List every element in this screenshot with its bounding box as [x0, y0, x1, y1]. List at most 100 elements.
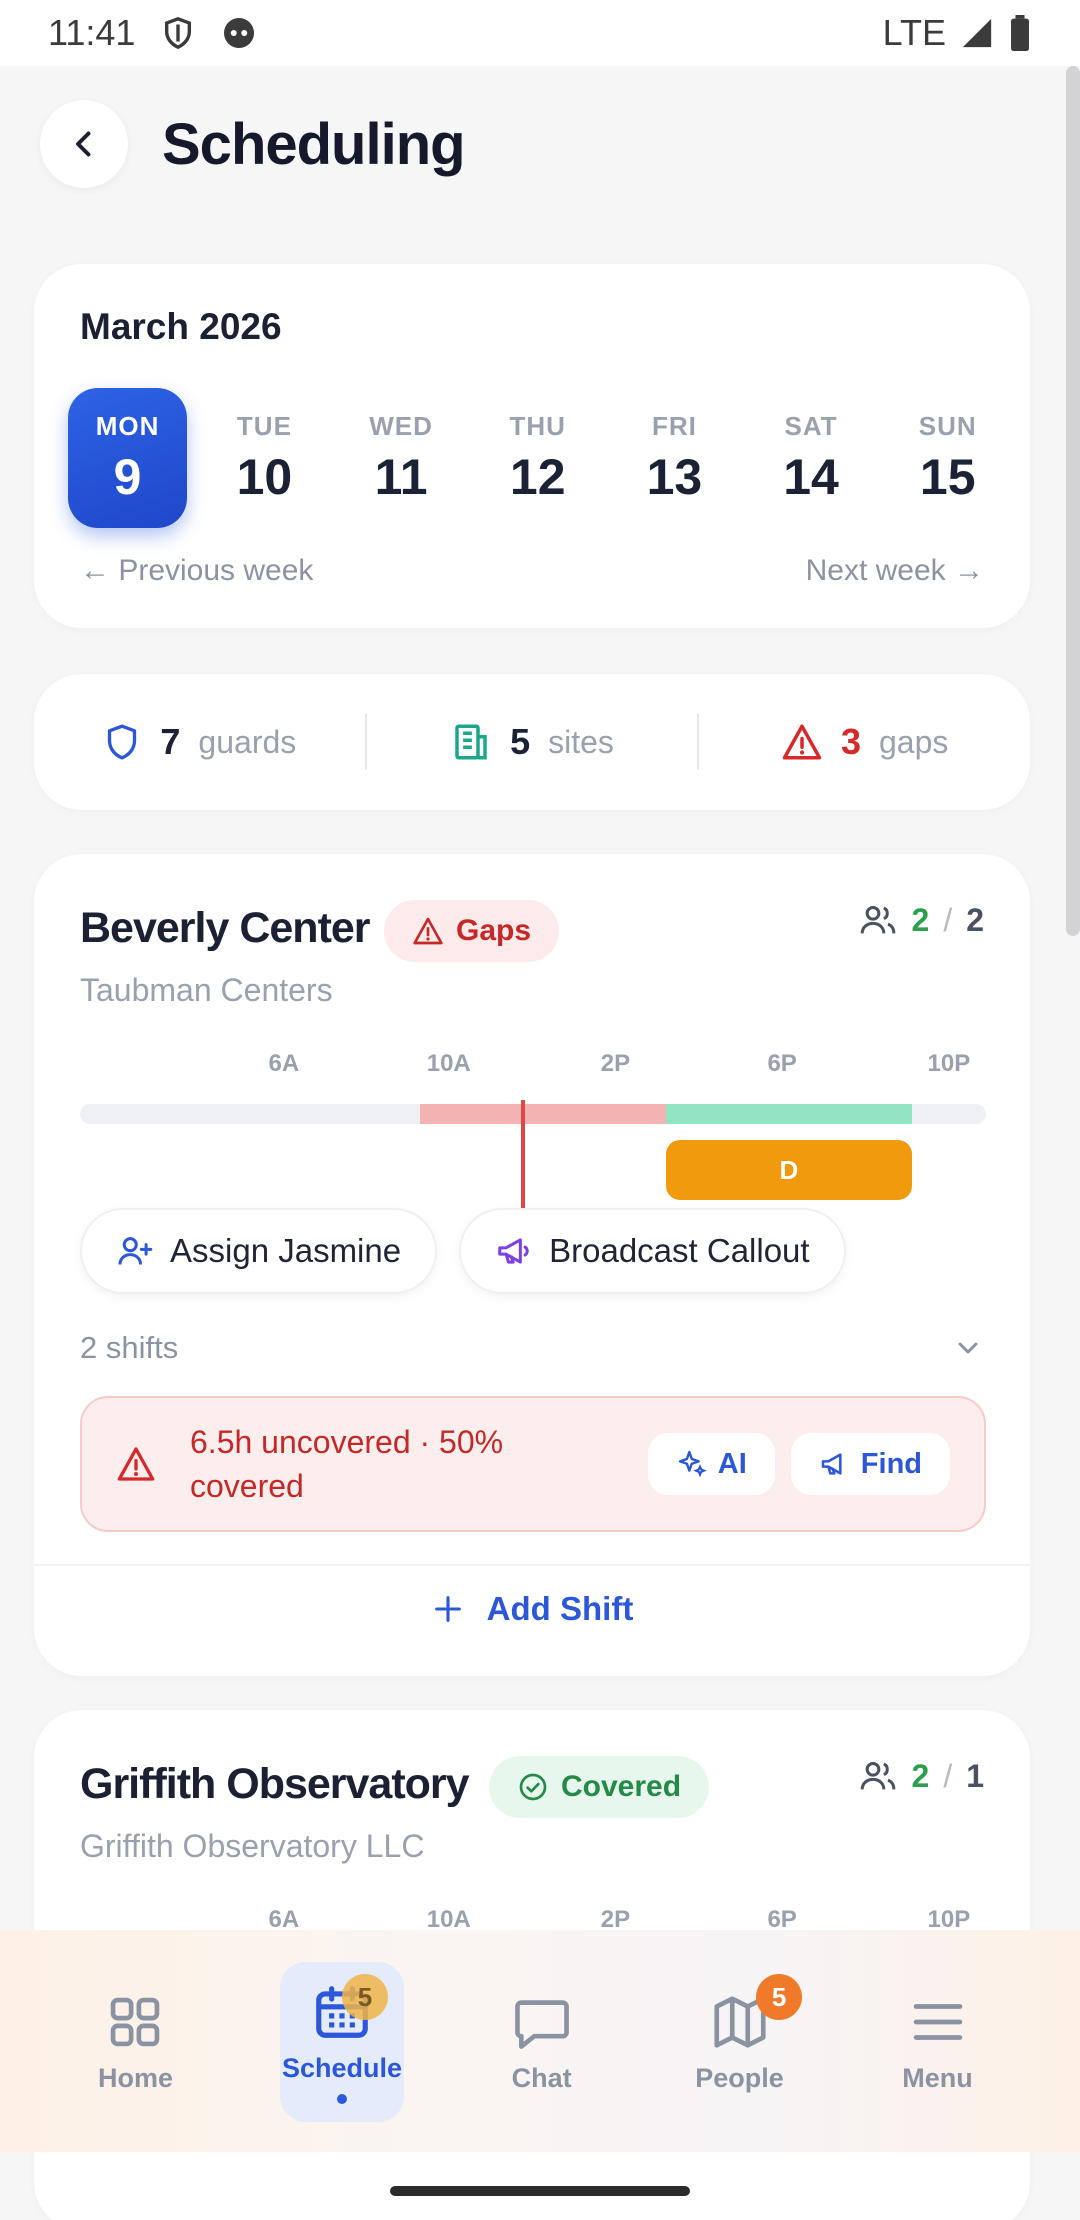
- day-of-week: SAT: [784, 410, 838, 441]
- day-number: 10: [236, 448, 293, 505]
- tick-label: 10A: [426, 1050, 471, 1077]
- tick-label: 2P: [600, 1906, 631, 1933]
- shift-block-d[interactable]: D: [666, 1140, 912, 1200]
- previous-week-link[interactable]: ← Previous week: [80, 554, 314, 587]
- sites-stat: 5 sites: [364, 714, 698, 770]
- nav-menu[interactable]: Menu: [842, 1962, 1033, 2122]
- guards-count: 7: [160, 721, 181, 762]
- chevron-left-icon: [76, 131, 91, 157]
- menu-icon: [913, 2003, 962, 2040]
- megaphone-icon: [821, 1453, 842, 1475]
- tick-label: 6A: [268, 1050, 300, 1077]
- summary-stats-card: 7 guards 5 sites 3 gaps: [34, 674, 1030, 810]
- gap-segment: [419, 1104, 667, 1124]
- current-time-line: [521, 1100, 526, 1228]
- tick-label: 6P: [767, 1050, 797, 1077]
- site-name: Beverly Center: [80, 904, 371, 952]
- gaps-stat: 3 gaps: [697, 714, 1030, 770]
- sites-label: sites: [548, 723, 614, 760]
- people-badge: 5: [756, 1974, 803, 2020]
- nav-home[interactable]: Home: [40, 1962, 231, 2122]
- day-of-week: FRI: [651, 410, 697, 441]
- day-number: 13: [646, 448, 703, 505]
- tick-label: 10A: [426, 1906, 471, 1933]
- day-sat[interactable]: SAT 14: [743, 388, 880, 528]
- divider: [34, 1564, 1030, 1566]
- button-label: Assign Jasmine: [170, 1232, 402, 1269]
- guard-coverage-count: 2 / 2: [858, 900, 984, 940]
- timeline-ticks: 6A 10A 2P 6P 10P: [80, 1906, 986, 1938]
- nav-people[interactable]: 5 People: [644, 1962, 835, 2122]
- day-wed[interactable]: WED 11: [333, 388, 470, 528]
- nav-label: Menu: [902, 2062, 973, 2093]
- status-text: Covered: [561, 1770, 682, 1803]
- day-of-week: SUN: [918, 410, 977, 441]
- ai-button[interactable]: AI: [647, 1433, 775, 1495]
- next-week-link[interactable]: Next week →: [805, 554, 984, 587]
- assign-jasmine-button[interactable]: Assign Jasmine: [80, 1208, 438, 1294]
- shifts-expander[interactable]: 2 shifts: [80, 1330, 984, 1366]
- add-shift-button[interactable]: Add Shift: [34, 1590, 1030, 1628]
- tick-label: 2P: [600, 1050, 631, 1077]
- warning-icon: [782, 724, 822, 760]
- guard-coverage-count: 2 / 1: [858, 1756, 984, 1796]
- day-number: 9: [113, 448, 142, 505]
- day-number: 11: [374, 448, 428, 505]
- day-of-week: MON: [95, 410, 160, 441]
- status-bar: 11:41 LTE: [0, 0, 1080, 66]
- nav-chat[interactable]: Chat: [446, 1962, 637, 2122]
- sparkles-icon: [678, 1450, 707, 1478]
- button-label: Broadcast Callout: [549, 1232, 810, 1269]
- warning-icon: [117, 1447, 155, 1481]
- find-button[interactable]: Find: [790, 1433, 950, 1495]
- day-sun[interactable]: SUN 15: [879, 388, 1016, 528]
- day-of-week: WED: [369, 410, 433, 441]
- quick-actions: Assign Jasmine Broadcast Callout: [80, 1208, 846, 1294]
- day-number: 15: [919, 448, 976, 505]
- home-indicator[interactable]: [390, 2186, 690, 2196]
- button-label: AI: [717, 1447, 747, 1480]
- covered-segment: [666, 1104, 912, 1124]
- gaps-count: 3: [840, 721, 861, 762]
- gaps-label: gaps: [879, 723, 949, 760]
- megaphone-icon: [498, 1238, 529, 1264]
- warning-icon: [413, 917, 443, 945]
- signal-icon: [962, 18, 992, 48]
- users-icon: [860, 906, 895, 934]
- building-icon: [455, 724, 487, 760]
- nav-schedule[interactable]: 5 Schedule: [279, 1962, 405, 2122]
- tick-label: 10P: [927, 1050, 971, 1077]
- alert-actions: AI Find: [647, 1433, 950, 1495]
- day-mon[interactable]: MON 9: [68, 388, 188, 528]
- broadcast-callout-button[interactable]: Broadcast Callout: [459, 1208, 846, 1294]
- users-icon: [860, 1762, 895, 1790]
- gaps-status-badge: Gaps: [384, 900, 560, 962]
- separator: /: [943, 901, 953, 938]
- nav-label: Chat: [511, 2062, 572, 2093]
- shift-label: D: [779, 1154, 799, 1185]
- assigned-count: 2: [911, 1757, 930, 1794]
- day-tue[interactable]: TUE 10: [196, 388, 333, 528]
- site-name: Griffith Observatory: [80, 1760, 470, 1808]
- active-indicator: [337, 2093, 348, 2104]
- back-button[interactable]: [40, 100, 128, 188]
- day-thu[interactable]: THU 12: [469, 388, 606, 528]
- site-card-beverly-center: Beverly Center Gaps 2 / 2 Taubman Center…: [34, 854, 1030, 1676]
- assigned-count: 2: [911, 901, 930, 938]
- required-count: 2: [966, 901, 984, 938]
- coverage-timeline: 6A 10A 2P 6P 10P D: [80, 1050, 986, 1228]
- shield-status-icon: [165, 17, 192, 50]
- guards-label: guards: [198, 723, 297, 760]
- day-number: 12: [509, 448, 566, 505]
- coverage-alert: 6.5h uncovered · 50% covered AI Find: [80, 1396, 986, 1532]
- page-title: Scheduling: [162, 111, 466, 177]
- check-circle-icon: [519, 1773, 547, 1801]
- chevron-down-icon: [958, 1342, 978, 1354]
- required-count: 1: [966, 1757, 984, 1794]
- app-status-icon: [224, 18, 255, 48]
- week-days: MON 9 TUE 10 WED 11 THU 12 FRI 13 SAT 14…: [68, 388, 1016, 528]
- week-navigation: ← Previous week Next week →: [80, 554, 984, 588]
- timeline-ticks: 6A 10A 2P 6P 10P: [80, 1050, 986, 1082]
- day-fri[interactable]: FRI 13: [606, 388, 743, 528]
- scrollbar[interactable]: [1066, 66, 1080, 936]
